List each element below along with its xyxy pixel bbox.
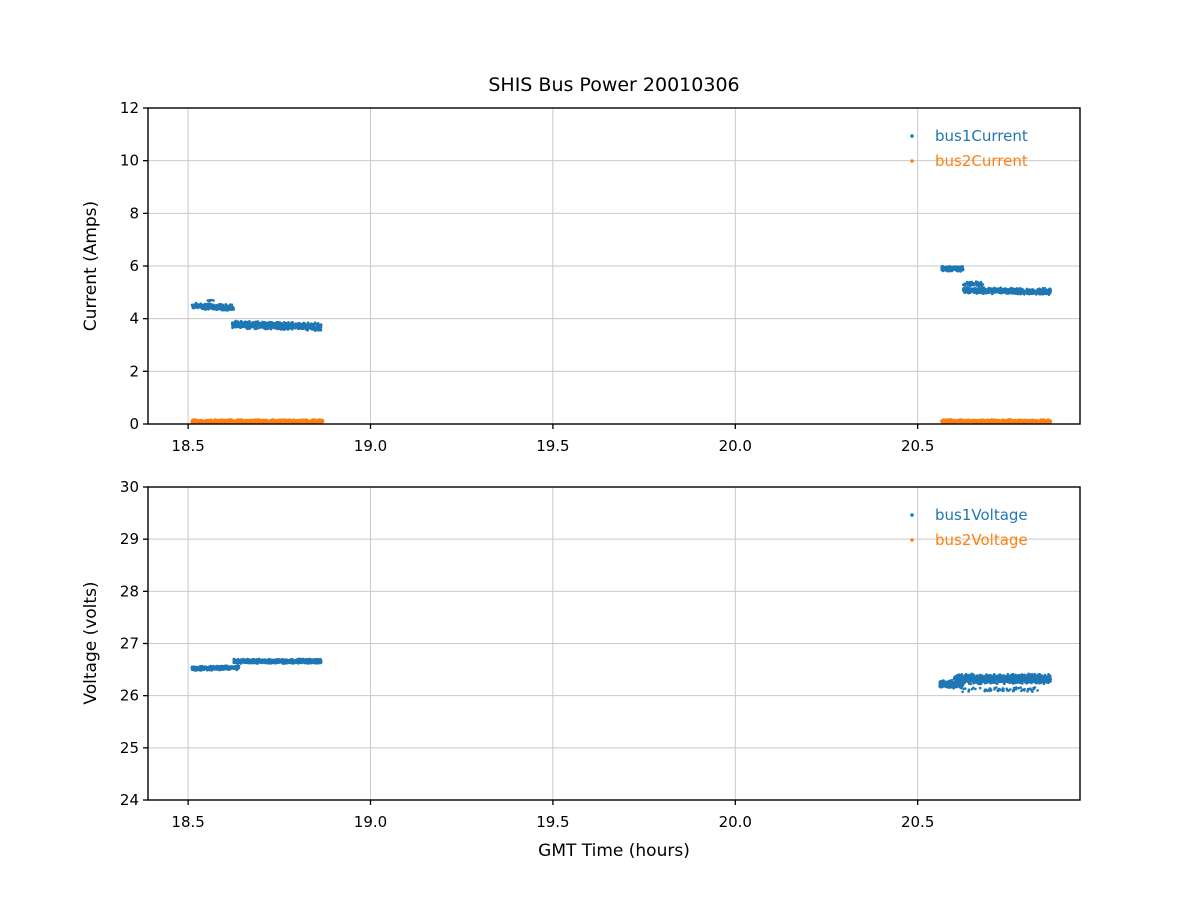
y-tick-label: 27 [120,635,139,653]
legend: bus1Current bus2Current [910,127,1028,170]
y-tick-label: 10 [120,152,139,170]
x-tick-label: 20.0 [719,437,752,455]
x-tick-label: 19.5 [536,437,569,455]
legend-marker-bus2Voltage [910,538,914,542]
legend-label-bus1Current: bus1Current [935,127,1028,145]
xlabel-gmt-time: GMT Time (hours) [538,841,690,861]
y-tick-label: 8 [129,204,139,222]
x-tick-label: 19.5 [536,813,569,831]
y-tick-label: 25 [120,739,139,757]
x-tick-label: 20.5 [901,437,934,455]
series-bus1Current [190,265,1053,332]
y-tick-label: 29 [120,530,139,548]
y-tick-label: 6 [129,257,139,275]
y-tick-label: 26 [120,687,139,705]
series-bus2Current [190,418,1052,425]
legend-label-bus1Voltage: bus1Voltage [935,506,1028,524]
y-tick-label: 28 [120,582,139,600]
x-tick-label: 19.0 [354,437,387,455]
y-tick-label: 0 [129,415,139,433]
y-tick-label: 2 [129,362,139,380]
y-tick-label: 12 [120,99,139,117]
y-tick-label: 4 [129,310,139,328]
legend-label-bus2Current: bus2Current [935,152,1028,170]
x-tick-label: 19.0 [354,813,387,831]
y-tick-label: 30 [120,478,139,496]
chart-title: SHIS Bus Power 20010306 [488,74,740,96]
x-tick-label: 20.0 [719,813,752,831]
legend-marker-bus1Voltage [910,513,914,517]
x-tick-label: 18.5 [171,813,204,831]
x-tick-label: 18.5 [171,437,204,455]
legend-marker-bus2Current [910,159,914,163]
legend-label-bus2Voltage: bus2Voltage [935,531,1028,549]
series-bus1Voltage [190,657,1053,694]
legend-marker-bus1Current [910,134,914,138]
y-tick-label: 24 [120,791,139,809]
x-tick-label: 20.5 [901,813,934,831]
legend: bus1Voltage bus2Voltage [910,506,1028,549]
